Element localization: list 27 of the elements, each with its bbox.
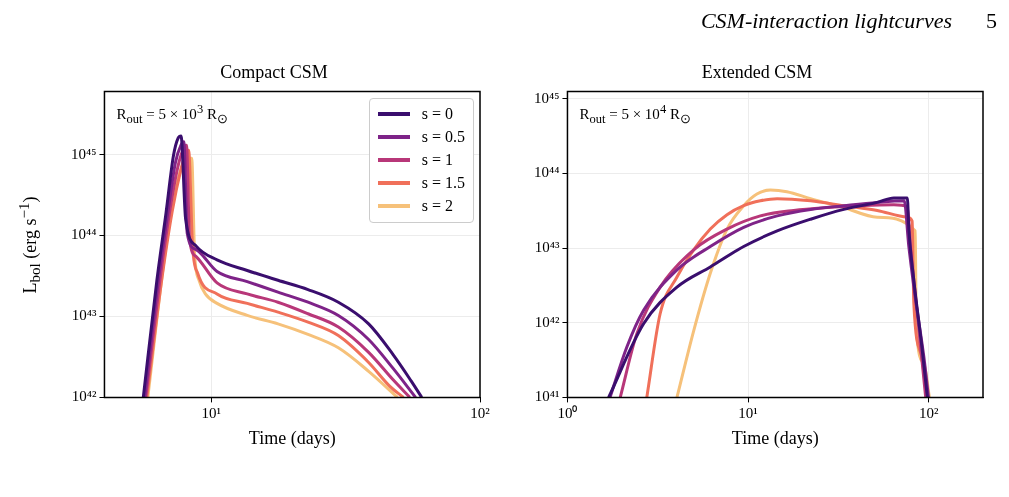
text: CSM-interaction lightcurves [700, 8, 952, 34]
legend-label: s = 1.5 [421, 174, 465, 193]
x-tick-label: 10¹ [201, 405, 222, 422]
y-tick-label: 10⁴⁵ [70, 145, 97, 162]
y-tick-label: 10⁴⁴ [533, 164, 560, 181]
legend-label: s = 0.5 [421, 128, 465, 147]
y-tick-label: 10⁴¹ [534, 388, 560, 405]
annotation: R$_{out}$ = 5 × 10$^{3}$ R$_{⊙}$ [116, 101, 228, 127]
x-tick-label: 10⁰ [557, 405, 578, 422]
x-axis-title: Time (days) [731, 427, 819, 449]
x-tick-label: 10² [470, 405, 491, 422]
y-tick-label: 10⁴⁵ [533, 89, 560, 106]
legend-label: s = 2 [421, 197, 453, 216]
annotation: R$_{out}$ = 5 × 10$^{4}$ R$_{⊙}$ [579, 101, 691, 127]
x-tick-label: 10¹ [738, 405, 758, 422]
chart-title: Compact CSM [220, 61, 328, 82]
legend-label: s = 1 [421, 151, 453, 170]
y-tick-label: 10⁴⁴ [70, 226, 97, 243]
chart-title: Extended CSM [701, 61, 813, 82]
y-tick-label: 10⁴² [534, 313, 560, 330]
text: 5 [986, 8, 997, 34]
x-tick-label: 10² [918, 405, 939, 422]
y-tick-label: 10⁴³ [534, 239, 560, 256]
legend-label: s = 0 [421, 105, 453, 124]
y-tick-label: 10⁴² [71, 388, 97, 405]
x-axis-title: Time (days) [248, 427, 336, 449]
y-tick-label: 10⁴³ [71, 307, 97, 324]
